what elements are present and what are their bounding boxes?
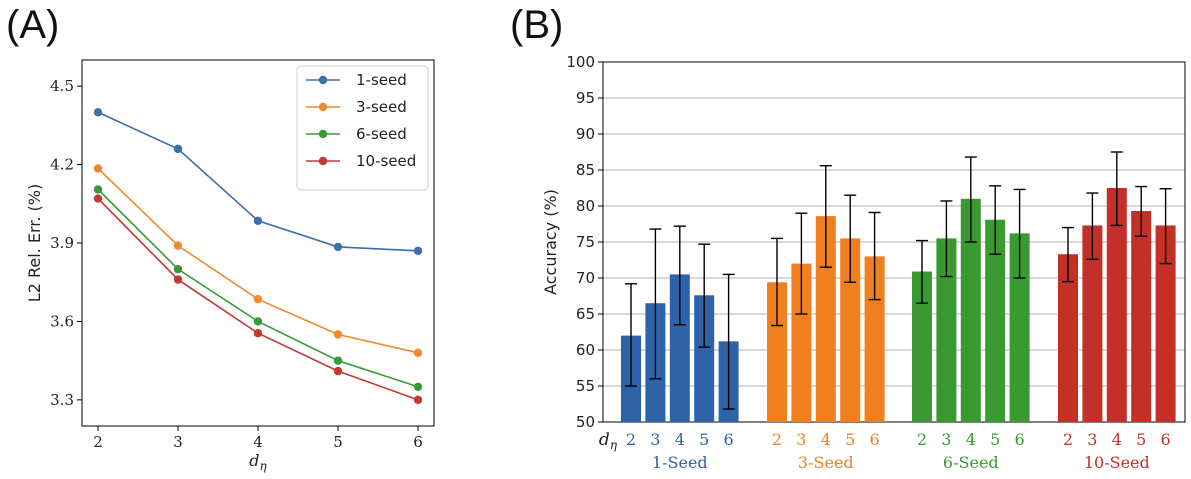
bar-chart-y-ticks: 50 55 60 65 70 75 80 85 90 95 100 [566,53,603,431]
data-point-3-seed [254,295,262,303]
y-tick-label: 90 [576,125,595,143]
data-point-10-seed [174,275,182,283]
x-tick-label: 5 [699,430,709,449]
x-tick-label: 5 [1136,430,1146,449]
y-tick-label: 3.3 [50,391,74,409]
y-tick-label: 65 [576,305,595,323]
group-label-6-Seed: 6-Seed [943,453,999,472]
x-tick-label: 5 [845,430,855,449]
legend-marker-10-seed [319,157,327,165]
group-label-3-Seed: 3-Seed [798,453,854,472]
x-tick-label: 4 [253,433,263,451]
d-eta-symbol: dη [599,430,618,452]
data-point-1-seed [94,108,102,116]
x-tick-label: 6 [724,430,734,449]
y-tick-label: 3.9 [50,234,74,252]
data-point-3-seed [334,330,342,338]
data-point-6-seed [174,265,182,273]
x-tick-label: 5 [333,433,343,451]
data-point-10-seed [254,329,262,337]
y-tick-label: 55 [576,377,595,395]
x-tick-label: 3 [173,433,183,451]
x-tick-label: 3 [650,430,660,449]
y-tick-label: 95 [576,89,595,107]
y-tick-label: 70 [576,269,595,287]
line-chart-panel: 3.3 3.6 3.9 4.2 4.5 2 3 4 5 6 L2 Rel. Err. (%) d… [25,60,434,473]
bar-10-Seed [1131,211,1151,422]
x-tick-label: 2 [93,433,103,451]
data-point-1-seed [174,145,182,153]
panel-a-tag: (A) [6,3,59,47]
x-tick-label: 6 [1015,430,1025,449]
x-tick-label: 2 [1063,430,1073,449]
legend-marker-1-seed [319,76,327,84]
data-point-10-seed [414,396,422,404]
data-point-1-seed [334,243,342,251]
legend-label-3-seed: 3-seed [356,98,407,116]
y-tick-label: 100 [566,53,595,71]
y-tick-label: 4.5 [50,77,74,95]
legend-marker-6-seed [319,130,327,138]
x-tick-label: 4 [966,430,976,449]
legend-marker-3-seed [319,103,327,111]
x-tick-label: 4 [1112,430,1122,449]
legend-label-10-seed: 10-seed [356,152,416,170]
x-tick-label: 4 [675,430,685,449]
data-point-6-seed [254,317,262,325]
data-point-3-seed [414,349,422,357]
data-point-3-seed [94,164,102,172]
y-tick-label: 60 [576,341,595,359]
y-tick-label: 3.6 [50,312,74,330]
line-chart-legend: 1-seed 3-seed 6-seed 10-seed [297,66,428,190]
x-tick-label: 2 [772,430,782,449]
y-tick-label: 50 [576,413,595,431]
y-tick-label: 4.2 [50,156,74,174]
data-point-6-seed [94,185,102,193]
data-point-10-seed [334,367,342,375]
x-tick-label: 6 [1161,430,1171,449]
line-chart-x-ticks: 2 3 4 5 6 [93,426,423,451]
data-point-1-seed [254,217,262,225]
data-point-6-seed [334,356,342,364]
x-tick-label: 2 [917,430,927,449]
x-tick-label: 6 [870,430,880,449]
bar-chart-y-label: Accuracy (%) [541,189,560,295]
x-tick-label: 3 [796,430,806,449]
data-point-10-seed [94,194,102,202]
data-point-6-seed [414,383,422,391]
x-tick-label: 5 [990,430,1000,449]
x-tick-label: 4 [821,430,831,449]
group-label-10-Seed: 10-Seed [1084,453,1150,472]
x-tick-label: 6 [413,433,423,451]
data-point-1-seed [414,247,422,255]
bar-chart-bars [621,152,1176,422]
x-tick-label: 3 [1087,430,1097,449]
group-label-1-Seed: 1-Seed [652,453,708,472]
y-tick-label: 75 [576,233,595,251]
legend-label-1-seed: 1-seed [356,71,407,89]
line-chart-x-label: dη [249,451,267,473]
y-tick-label: 85 [576,161,595,179]
panel-b-tag: (B) [510,3,563,47]
legend-label-6-seed: 6-seed [356,125,407,143]
x-tick-label: 3 [941,430,951,449]
line-chart-y-ticks: 3.3 3.6 3.9 4.2 4.5 [50,77,82,409]
x-tick-label: 2 [626,430,636,449]
data-point-3-seed [174,241,182,249]
line-chart-y-label: L2 Rel. Err. (%) [25,184,44,302]
y-tick-label: 80 [576,197,595,215]
